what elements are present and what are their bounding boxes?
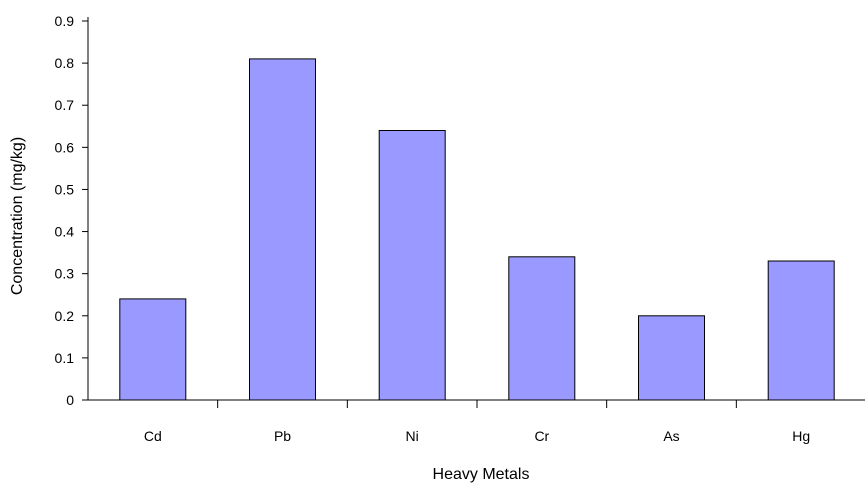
bars-group [119,58,835,401]
x-tick-label-cd: Cd [144,428,162,444]
x-tick-label-cr: Cr [534,428,549,444]
bar-as [638,315,705,401]
ticks-group: 0 0.1 0.2 0.3 0.4 0.5 0.6 0.7 0.8 0.9 Cd Pb Ni Cr As Hg [55,13,811,444]
y-tick-label: 0.2 [55,308,75,324]
bar-hg [767,260,835,401]
y-tick-label: 0.5 [55,181,75,197]
y-tick-label: 0.8 [55,55,75,71]
bar-pb [249,58,316,401]
y-tick-label: 0 [66,392,74,408]
y-tick-label: 0.4 [55,224,75,240]
axes-group [87,17,865,401]
x-axis-title: Heavy Metals [433,466,530,483]
x-tick-label-as: As [663,428,679,444]
y-tick-label: 0.3 [55,266,75,282]
x-tick-label-pb: Pb [274,428,291,444]
x-tick-label-ni: Ni [406,428,419,444]
bar-ni [378,130,446,401]
bar-cr [508,256,576,401]
y-tick-label: 0.9 [55,13,75,29]
y-tick-label: 0.7 [55,97,75,113]
y-axis-title: Concentration (mg/kg) [9,137,26,295]
y-tick-label: 0.6 [55,139,75,155]
bar-cd [119,298,187,401]
y-tick-label: 0.1 [55,350,75,366]
x-tick-label-hg: Hg [792,428,810,444]
